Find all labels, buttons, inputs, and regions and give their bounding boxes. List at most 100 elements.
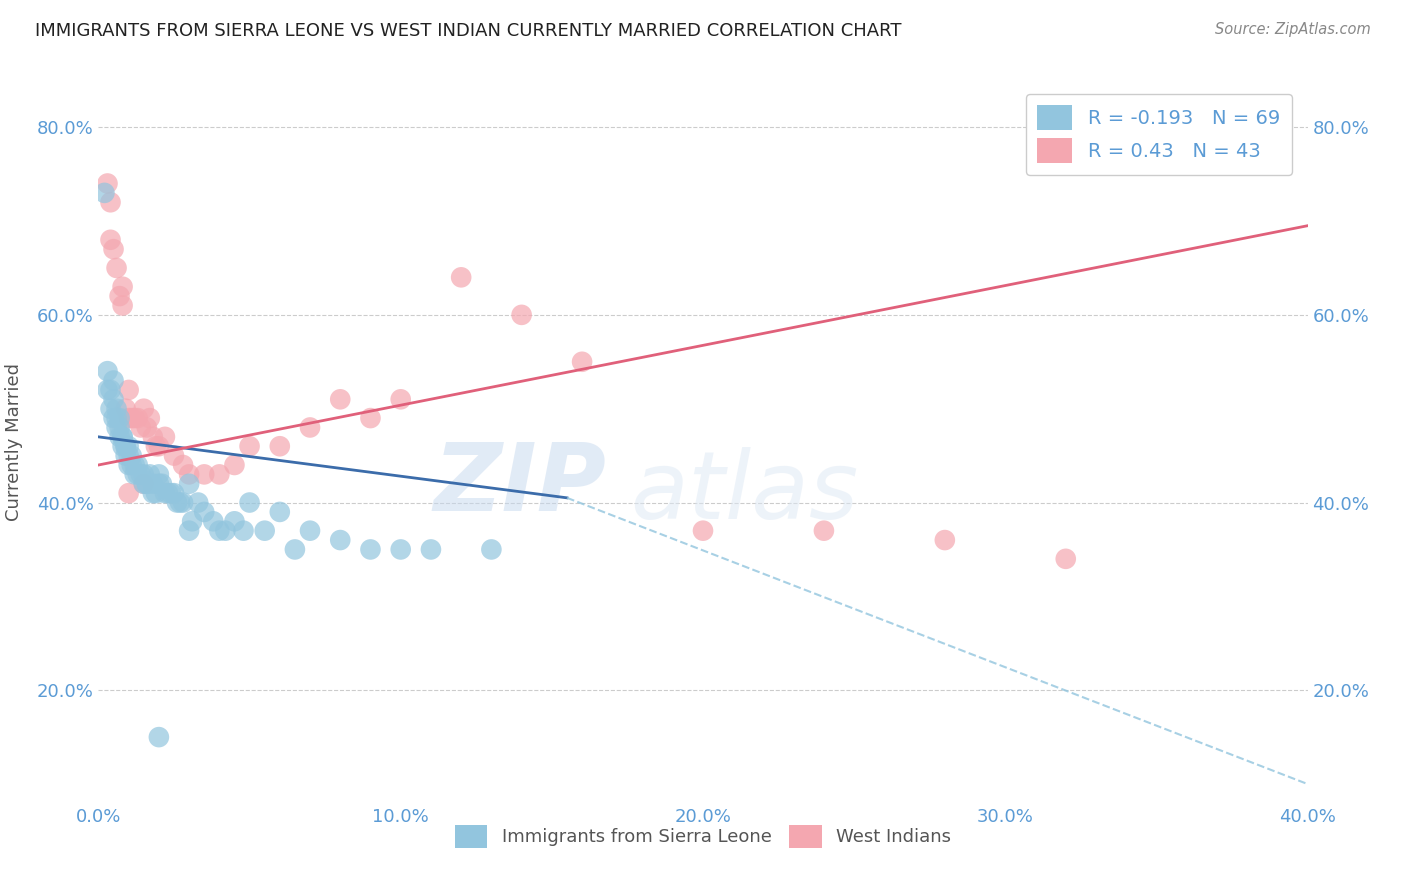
Point [96,383,118,397]
Point [172,495,194,509]
Point [224,514,246,528]
Point [114,439,136,453]
Point [105,420,128,434]
Point [132,476,155,491]
Point [239,495,262,509]
Point [510,308,533,322]
Point [139,411,162,425]
Point [329,533,352,547]
Point [100,195,122,210]
Point [111,430,134,444]
Point [148,439,170,453]
Point [105,260,128,275]
Point [299,420,322,434]
Point [132,467,155,482]
Point [135,476,157,491]
Point [118,486,141,500]
Point [108,411,131,425]
Point [124,411,146,425]
Point [135,476,157,491]
Point [269,439,291,453]
Point [103,242,125,256]
Point [571,355,593,369]
Point [111,439,134,453]
Point [124,458,146,472]
Point [360,411,382,425]
Point [105,401,128,416]
Point [118,383,141,397]
Point [193,505,215,519]
Point [187,495,209,509]
Point [153,486,176,500]
Point [934,533,956,547]
Point [179,467,201,482]
Point [100,383,122,397]
Point [96,177,118,191]
Point [142,430,165,444]
Point [299,524,322,538]
Point [127,458,149,472]
Text: Source: ZipAtlas.com: Source: ZipAtlas.com [1215,22,1371,37]
Point [103,392,125,407]
Point [114,439,136,453]
Point [129,467,152,482]
Point [214,524,236,538]
Point [389,542,412,557]
Point [692,524,714,538]
Point [181,514,204,528]
Point [103,411,125,425]
Point [360,542,382,557]
Point [118,411,141,425]
Point [114,401,136,416]
Text: atlas: atlas [630,447,859,538]
Point [156,486,179,500]
Point [208,467,231,482]
Point [127,467,149,482]
Point [121,458,143,472]
Point [139,467,162,482]
Point [269,505,291,519]
Point [127,411,149,425]
Point [93,186,115,200]
Y-axis label: Currently Married: Currently Married [4,362,22,521]
Point [114,449,136,463]
Point [169,495,191,509]
Point [160,486,183,500]
Point [179,524,201,538]
Point [150,476,173,491]
Point [166,495,188,509]
Point [163,486,186,500]
Point [224,458,246,472]
Point [129,420,152,434]
Point [121,449,143,463]
Point [208,524,231,538]
Point [108,289,131,303]
Point [124,467,146,482]
Point [96,364,118,378]
Point [329,392,352,407]
Point [100,233,122,247]
Point [121,411,143,425]
Point [142,486,165,500]
Point [179,476,201,491]
Point [108,420,131,434]
Point [389,392,412,407]
Point [193,467,215,482]
Point [253,524,276,538]
Point [118,458,141,472]
Point [202,514,225,528]
Point [132,476,155,491]
Point [153,430,176,444]
Point [118,449,141,463]
Point [103,374,125,388]
Point [232,524,254,538]
Legend: Immigrants from Sierra Leone, West Indians: Immigrants from Sierra Leone, West India… [447,818,959,855]
Point [813,524,835,538]
Point [1054,551,1077,566]
Point [172,458,194,472]
Point [135,420,157,434]
Point [111,279,134,293]
Point [100,401,122,416]
Point [284,542,307,557]
Point [148,467,170,482]
